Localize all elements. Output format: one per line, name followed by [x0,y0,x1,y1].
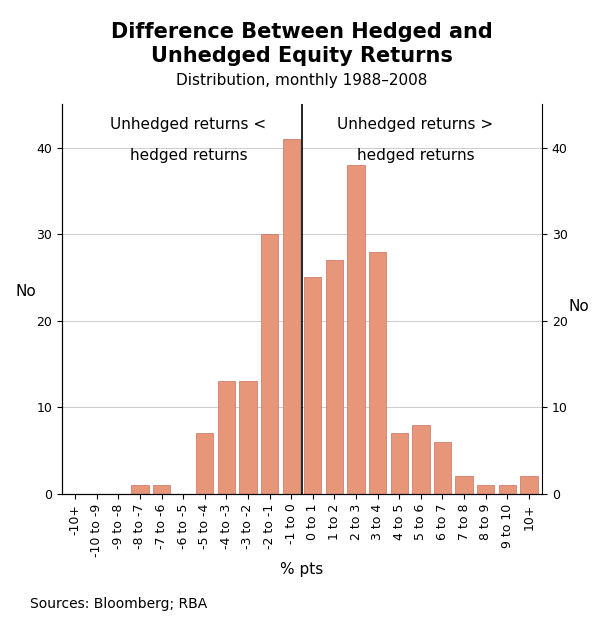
Bar [347,165,365,494]
Bar [304,278,321,494]
Bar [455,476,473,494]
Bar [499,485,516,494]
Bar [391,433,408,494]
Bar [434,442,451,494]
Bar [196,433,213,494]
X-axis label: % pts: % pts [280,562,324,578]
Bar [326,260,343,494]
Y-axis label: No: No [568,299,589,314]
Bar [261,234,278,494]
Text: hedged returns: hedged returns [356,147,474,163]
Text: Unhedged Equity Returns: Unhedged Equity Returns [151,46,453,66]
Text: Unhedged returns >: Unhedged returns > [338,117,493,133]
Bar [153,485,170,494]
Text: Difference Between Hedged and: Difference Between Hedged and [111,22,493,41]
Bar [217,381,235,494]
Text: Unhedged returns <: Unhedged returns < [111,117,266,133]
Y-axis label: No: No [15,284,36,299]
Bar [131,485,149,494]
Text: hedged returns: hedged returns [130,147,248,163]
Bar [477,485,494,494]
Bar [413,424,429,494]
Bar [369,252,387,494]
Bar [283,139,300,494]
Bar [239,381,257,494]
Bar [520,476,538,494]
Text: Sources: Bloomberg; RBA: Sources: Bloomberg; RBA [30,597,207,611]
Text: Distribution, monthly 1988–2008: Distribution, monthly 1988–2008 [176,73,428,88]
